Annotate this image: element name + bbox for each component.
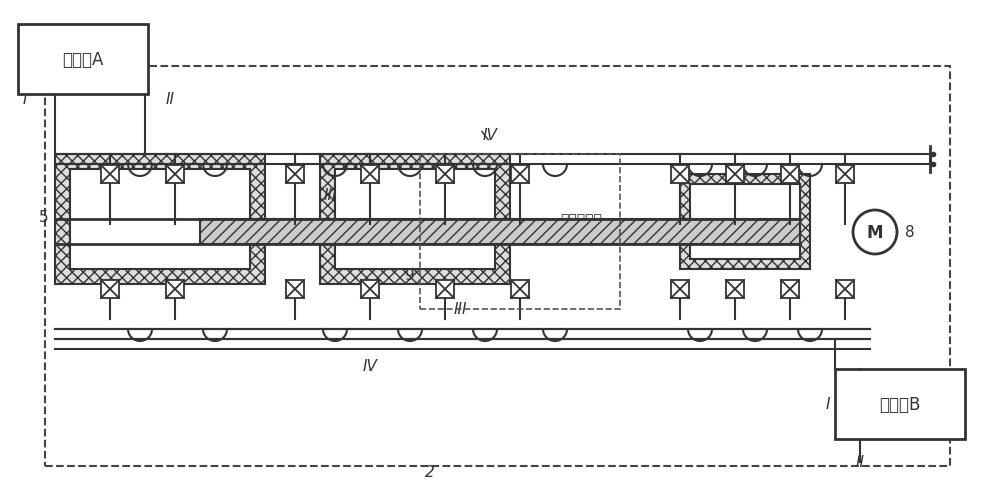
Bar	[101, 280, 119, 298]
Bar	[836, 166, 854, 183]
Text: 9: 9	[405, 267, 415, 282]
Bar	[361, 280, 379, 298]
Text: 2: 2	[425, 465, 435, 480]
Bar	[286, 166, 304, 183]
Bar	[18, 25, 148, 95]
Bar	[835, 369, 965, 439]
Text: III: III	[453, 302, 467, 317]
Text: I: I	[826, 397, 830, 412]
Bar	[166, 166, 184, 183]
Bar	[361, 166, 379, 183]
Text: 势能源B: 势能源B	[879, 395, 921, 413]
Bar	[286, 280, 304, 298]
Bar	[436, 280, 454, 298]
Bar	[671, 166, 689, 183]
Bar	[781, 166, 799, 183]
Bar	[166, 280, 184, 298]
Bar	[781, 280, 799, 298]
Bar	[335, 170, 495, 270]
Bar	[45, 67, 950, 466]
Bar	[680, 175, 810, 270]
Bar	[420, 155, 620, 309]
Bar	[200, 220, 800, 244]
Bar	[55, 155, 265, 285]
Bar	[436, 166, 454, 183]
Bar	[70, 170, 250, 270]
Text: III: III	[323, 187, 337, 202]
Bar	[836, 280, 854, 298]
Text: IV: IV	[483, 127, 497, 142]
Text: I: I	[23, 92, 27, 107]
Text: 8: 8	[905, 225, 915, 240]
Bar	[690, 184, 800, 259]
Bar	[511, 166, 529, 183]
Bar	[511, 280, 529, 298]
Text: II: II	[856, 454, 864, 469]
Bar	[726, 166, 744, 183]
Text: II: II	[166, 92, 175, 107]
Bar	[320, 155, 510, 285]
Text: 势能源A: 势能源A	[62, 51, 104, 69]
Bar	[671, 280, 689, 298]
Text: 5: 5	[38, 209, 48, 224]
Text: M: M	[867, 224, 883, 242]
Text: 多个该元件: 多个该元件	[560, 212, 602, 227]
Text: IV: IV	[363, 359, 377, 374]
Bar	[101, 166, 119, 183]
Bar	[726, 280, 744, 298]
